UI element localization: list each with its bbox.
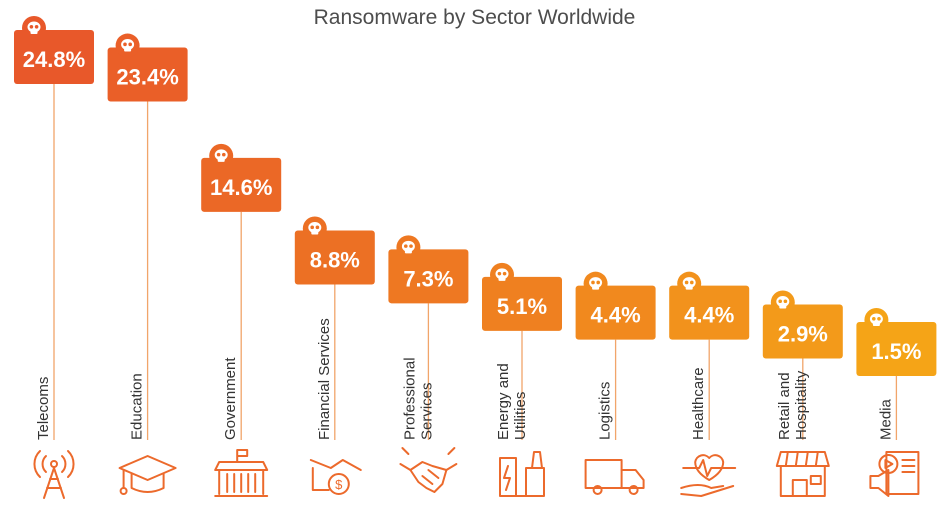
graduation-cap-icon xyxy=(118,455,177,495)
value-badge xyxy=(388,249,469,304)
category-label-line: Energy and xyxy=(495,363,512,440)
value-label: 14.6% xyxy=(210,175,272,200)
value-badge xyxy=(107,47,188,102)
value-badge xyxy=(201,157,282,212)
skull-icon xyxy=(22,16,46,40)
category-label: Healthcare xyxy=(690,367,707,440)
value-label: 5.1% xyxy=(497,294,547,319)
category-label-line: Logistics xyxy=(597,382,614,440)
chart-title: Ransomware by Sector Worldwide xyxy=(313,6,636,29)
value-label: 24.8% xyxy=(23,47,85,72)
heartbeat-hand-icon xyxy=(680,454,737,497)
media-player-icon xyxy=(869,451,920,497)
category-label: Energy andUtilities xyxy=(495,363,529,440)
skull-icon xyxy=(396,235,421,260)
category-label: Government xyxy=(222,357,239,440)
category-label-line: Financial Services xyxy=(316,318,333,440)
value-label: 2.9% xyxy=(778,321,828,346)
value-label: 1.5% xyxy=(871,339,921,364)
value-badge xyxy=(575,285,656,340)
skull-icon xyxy=(583,271,608,296)
category-label: Media xyxy=(877,398,894,440)
power-plant-icon xyxy=(499,451,545,497)
skull-icon xyxy=(115,33,140,58)
category-label-line: Services xyxy=(418,382,435,440)
category-label-line: Education xyxy=(129,373,146,440)
category-label: Logistics xyxy=(597,382,614,440)
value-badge xyxy=(669,285,750,340)
category-label-line: Government xyxy=(222,357,239,440)
value-label: 4.4% xyxy=(591,303,641,328)
value-label: 7.3% xyxy=(403,266,453,291)
skull-icon xyxy=(864,308,889,332)
government-building-icon xyxy=(214,449,269,497)
value-label: 4.4% xyxy=(684,303,734,328)
category-label-line: Retail and xyxy=(776,372,793,440)
storefront-icon xyxy=(775,451,830,497)
skull-icon xyxy=(302,216,327,241)
skull-icon xyxy=(677,271,702,296)
value-badge xyxy=(294,230,375,285)
value-badge xyxy=(14,30,94,84)
category-label: Education xyxy=(129,373,146,440)
value-label: 23.4% xyxy=(116,65,178,90)
svg-text:$: $ xyxy=(335,477,343,492)
skull-icon xyxy=(770,290,795,315)
category-label: Retail andHospitality xyxy=(776,370,810,440)
category-label-line: Telecoms xyxy=(35,377,52,440)
skull-icon xyxy=(209,143,234,168)
category-label: Financial Services xyxy=(316,318,333,440)
cell-tower-icon xyxy=(33,450,75,499)
category-label-line: Healthcare xyxy=(690,367,707,440)
finance-chart-coin-icon: $ xyxy=(309,459,362,495)
category-label-line: Hospitality xyxy=(793,370,810,440)
value-badge xyxy=(482,276,562,331)
value-label: 8.8% xyxy=(310,248,360,273)
delivery-truck-icon xyxy=(584,459,645,495)
category-label: ProfessionalServices xyxy=(401,357,435,440)
value-badge xyxy=(762,304,843,359)
handshake-icon xyxy=(399,447,458,493)
category-label-line: Professional xyxy=(401,357,418,440)
skull-icon xyxy=(490,262,514,287)
category-label: Telecoms xyxy=(35,377,52,440)
value-badge xyxy=(856,322,937,376)
category-label-line: Media xyxy=(877,398,894,440)
category-label-line: Utilities xyxy=(512,392,529,440)
